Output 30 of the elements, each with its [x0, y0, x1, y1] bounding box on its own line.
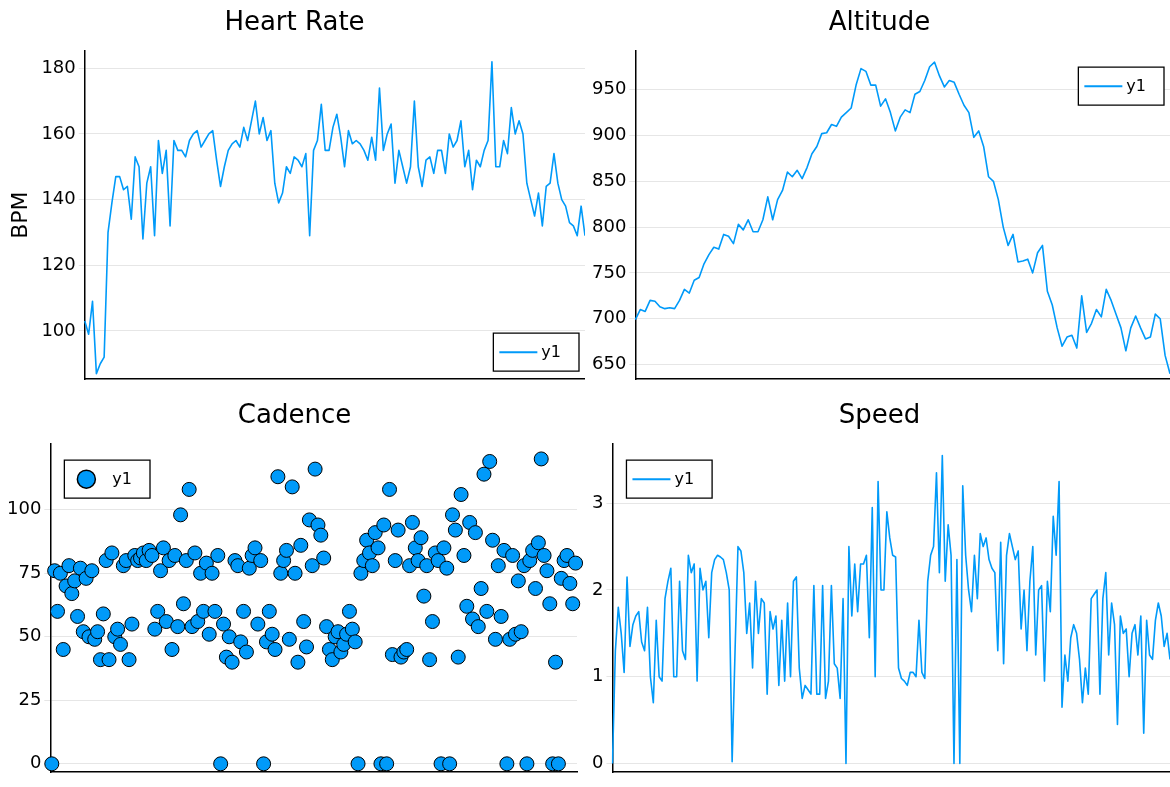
y-tick-label: 100 [7, 497, 42, 519]
chart-title: Speed [838, 399, 921, 430]
y-tick-label: 750 [592, 260, 627, 282]
legend-label: y1 [674, 469, 695, 489]
chart-title: Cadence [237, 399, 352, 430]
legend-label: y1 [541, 342, 562, 362]
y-tick-label: 3 [592, 490, 604, 512]
y-tick-label: 900 [592, 123, 627, 145]
y-tick-label: 140 [41, 187, 76, 209]
y-tick-label: 0 [29, 751, 42, 773]
y-tick-label: 700 [592, 306, 627, 328]
y-tick-label: 1 [592, 664, 604, 686]
y-tick-label: 950 [592, 77, 627, 99]
chart-title: Altitude [828, 6, 931, 37]
y-tick-label: 850 [592, 168, 627, 190]
legend-label: y1 [112, 469, 133, 489]
y-axis-title: BPM [6, 191, 32, 239]
legend-label: y1 [1126, 76, 1147, 96]
y-tick-label: 120 [41, 252, 76, 274]
y-tick-label: 25 [18, 687, 42, 709]
y-tick-label: 50 [18, 624, 42, 646]
y-tick-label: 650 [592, 352, 627, 374]
y-tick-label: 0 [592, 751, 604, 773]
y-tick-label: 2 [592, 577, 604, 599]
y-tick-label: 100 [41, 318, 76, 340]
chart-title: Heart Rate [224, 6, 365, 37]
y-tick-label: 180 [41, 55, 76, 77]
y-tick-label: 75 [18, 560, 42, 582]
y-tick-label: 800 [592, 214, 627, 236]
y-tick-label: 160 [41, 121, 76, 143]
